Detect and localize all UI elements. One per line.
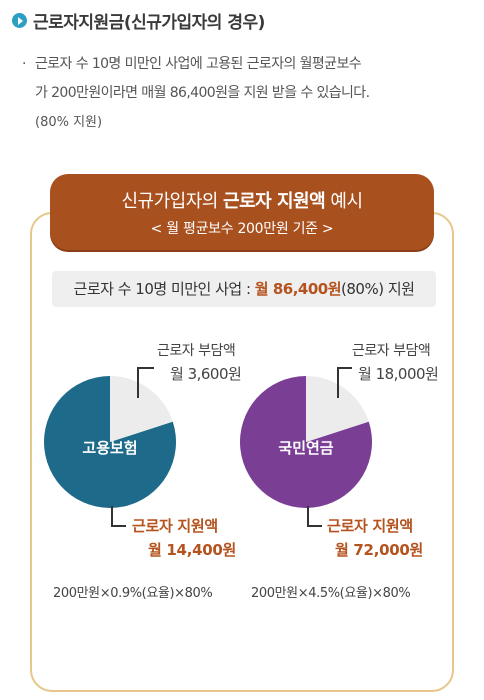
national-pension-support-slice [240,376,373,508]
banner-title-post: 예시 [325,191,363,212]
banner-title-bold: 근로자 지원액 [223,191,326,212]
national-pension-burden-amount: 월 18,000원 [358,365,439,383]
employment-insurance-center-label: 고용보험 [82,439,137,457]
national-pension-center-label: 국민연금 [278,439,333,457]
banner-title: 신규가입자의 근로자 지원액 예시 [50,187,434,213]
national-pension-chart: 국민연금 [240,367,373,527]
employment-insurance-burden-leader [137,367,154,398]
employment-insurance-support-leader [111,506,126,527]
employment-insurance-burden-slice [110,376,173,442]
employment-insurance-chart: 고용보험 [44,367,177,527]
example-banner: 신규가입자의 근로자 지원액 예시 < 월 평균보수 200만원 기준 > [50,174,434,250]
section-heading: 근로자지원금(신규가입자의 경우) [12,8,265,33]
description-line-1: 근로자 수 10명 미만인 사업에 고용된 근로자의 월평균보수 [35,56,362,72]
employment-insurance-support-slice [44,376,177,508]
employment-insurance-burden-label: 근로자 부담액 [157,343,236,359]
national-pension-burden-slice [306,376,369,442]
summary-highlight: 월 86,400원 [254,280,342,298]
employment-insurance-support-amount: 월 14,400원 [148,541,237,559]
description-line-2: 가 200만원이라면 매월 86,400원을 지원 받을 수 있습니다. [35,85,370,101]
national-pension-burden-label: 근로자 부담액 [352,343,431,359]
national-pension-support-label: 근로자 지원액 [327,517,413,535]
arrow-bullet-icon [12,13,27,28]
national-pension-formula: 200만원×4.5%(요율)×80% [251,586,411,601]
banner-title-pre: 신규가입자의 [121,191,224,212]
section-title: 근로자지원금(신규가입자의 경우) [33,13,265,33]
national-pension-burden-leader [337,367,352,398]
employment-insurance-support-label: 근로자 지원액 [132,517,218,535]
description-line-3: (80% 지원) [35,115,103,130]
summary-prefix: 근로자 수 10명 미만인 사업 : [73,280,255,298]
bullet-dot-icon: · [22,56,27,72]
employment-insurance-burden-amount: 월 3,600원 [170,365,242,383]
banner-subtitle: < 월 평균보수 200만원 기준 > [150,221,334,237]
summary-suffix: (80%) 지원 [341,280,415,298]
employment-insurance-formula: 200만원×0.9%(요율)×80% [53,586,213,601]
summary-bar: 근로자 수 10명 미만인 사업 : 월 86,400원(80%) 지원 [52,271,436,307]
national-pension-support-leader [307,506,322,527]
national-pension-support-amount: 월 72,000원 [335,541,424,559]
